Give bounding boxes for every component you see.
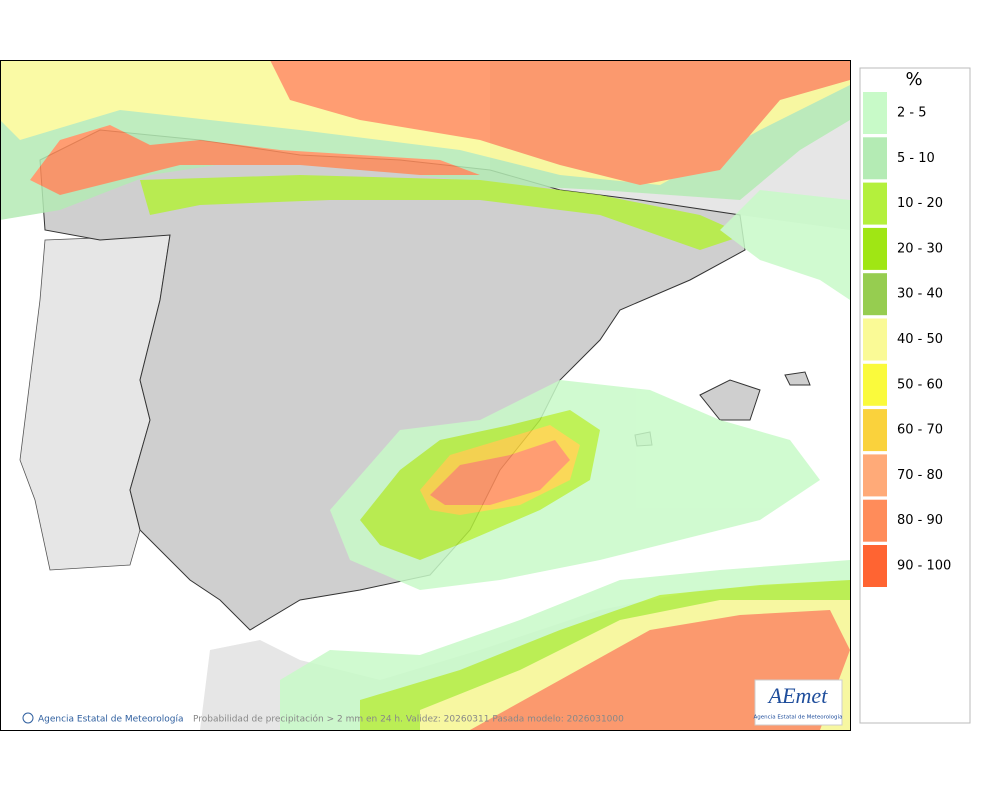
legend-label: 2 - 5: [897, 106, 927, 121]
legend-label: 40 - 50: [897, 332, 943, 347]
agency-credit: Agencia Estatal de Meteorología: [38, 715, 184, 725]
legend-label: 50 - 60: [897, 377, 943, 392]
legend-swatch: [863, 454, 887, 497]
legend-label: 80 - 90: [897, 513, 943, 528]
legend: 2 - 5 5 - 10 10 - 20 20 - 30 30 - 40 40 - 50 5…: [863, 92, 951, 587]
legend-label: 20 - 30: [897, 241, 943, 256]
legend-swatch: [863, 137, 887, 180]
precipitation-overlay: [0, 60, 850, 730]
legend-label: 30 - 40: [897, 287, 943, 302]
map-caption: Probabilidad de precipitación > 2 mm en …: [193, 714, 624, 725]
legend-label: 90 - 100: [897, 559, 951, 574]
legend-label: 70 - 80: [897, 468, 943, 483]
precip-area: [140, 175, 745, 250]
legend-swatch: [863, 499, 887, 542]
legend-swatch: [863, 227, 887, 270]
map-frame: [0, 60, 851, 731]
legend-label: 60 - 70: [897, 423, 943, 438]
legend-swatch: [863, 409, 887, 452]
legend-label: 10 - 20: [897, 196, 943, 211]
legend-swatch: [863, 92, 887, 134]
legend-swatch: [863, 318, 887, 361]
legend-swatch: [863, 273, 887, 316]
mallorca: [699, 379, 761, 421]
logo-subtitle: Agencia Estatal de Meteorología: [754, 714, 843, 721]
legend-swatch: [863, 182, 887, 225]
copyright-icon: [22, 712, 34, 724]
precip-area: [430, 440, 570, 505]
logo-box: [754, 679, 843, 726]
precip-area: [30, 125, 480, 195]
legend-swatch: [863, 363, 887, 406]
legend-title: %: [905, 69, 922, 90]
logo: AEmet: [767, 683, 829, 708]
precip-area: [720, 190, 850, 300]
legend-swatch: [863, 545, 887, 587]
menorca: [784, 371, 811, 386]
precip-area: [270, 60, 850, 185]
legend-label: 5 - 10: [897, 151, 935, 166]
